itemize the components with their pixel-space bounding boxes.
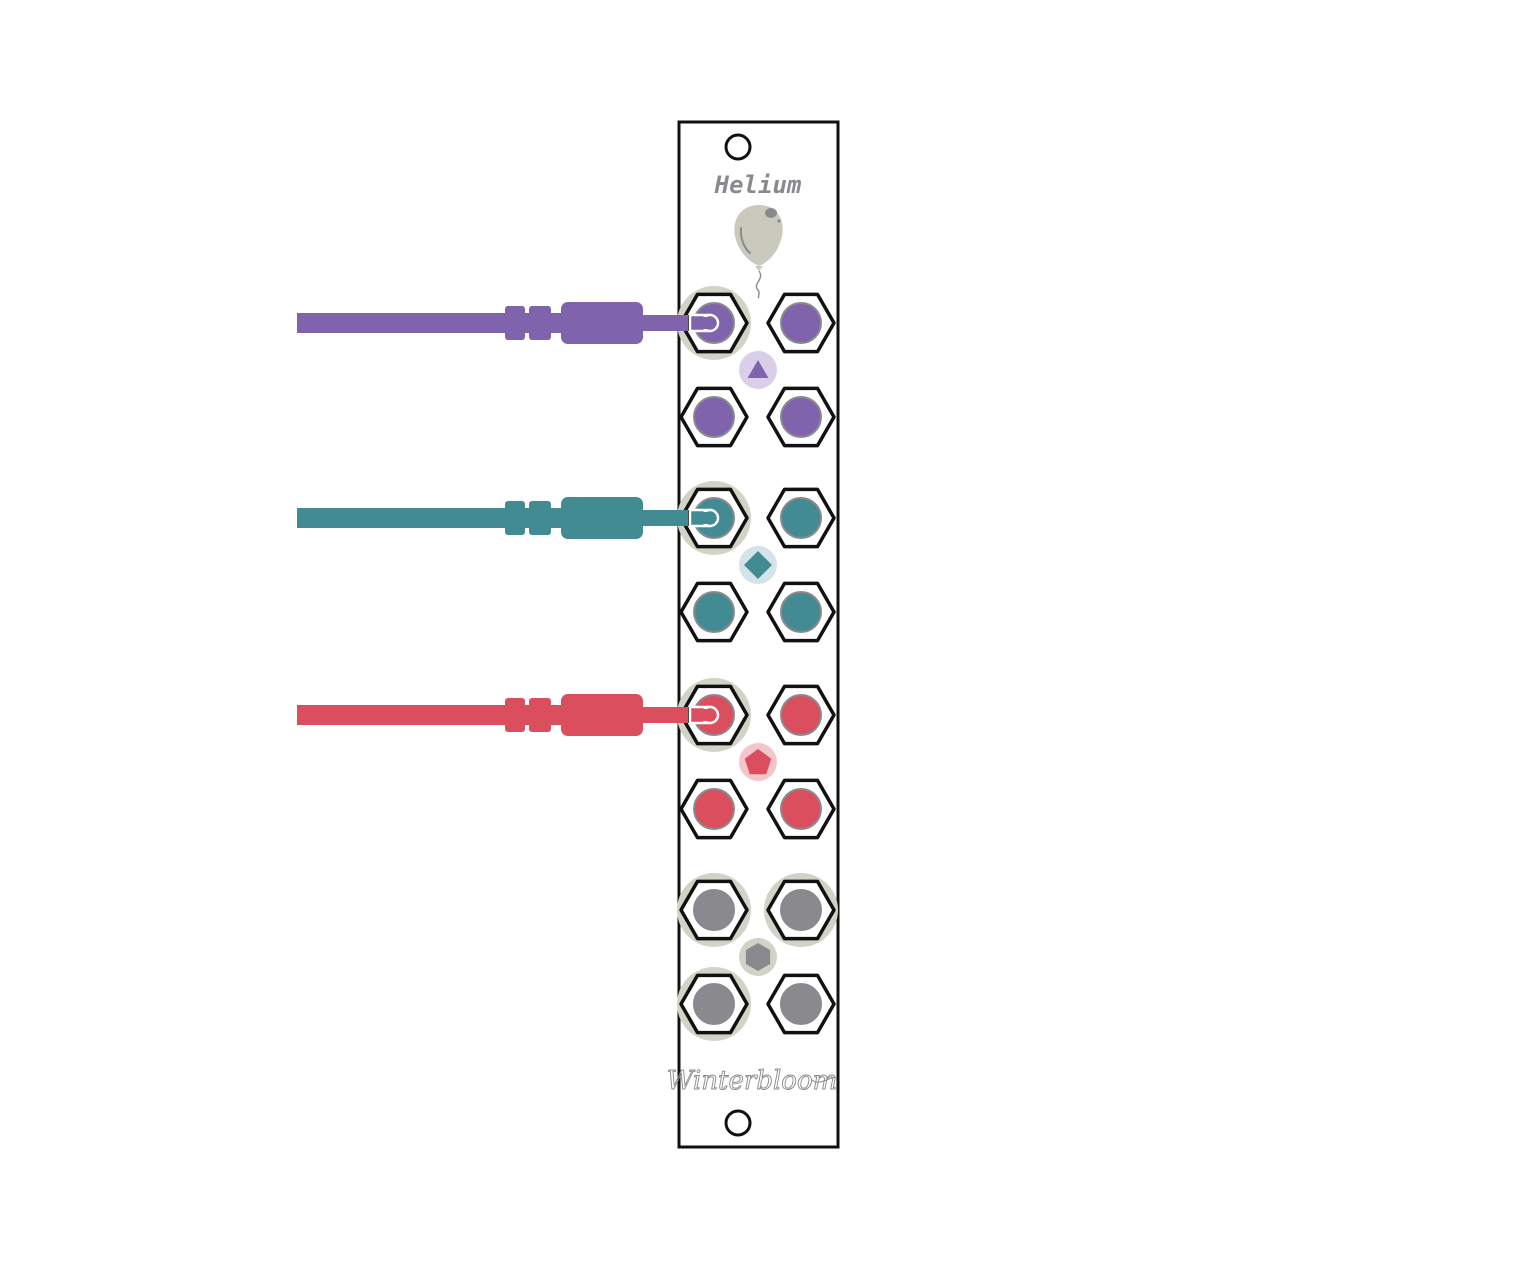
jack-socket <box>780 396 822 438</box>
patch-cable-purple[interactable] <box>297 302 720 344</box>
jack-socket <box>780 889 822 931</box>
jack-purple-4[interactable] <box>766 386 836 448</box>
jack-socket <box>693 591 735 633</box>
jack-teal-4[interactable] <box>766 581 836 643</box>
mounting-hole-top <box>724 133 752 161</box>
jack-gray-1[interactable] <box>677 873 751 947</box>
pentagon-icon <box>739 743 777 781</box>
jack-gray-2[interactable] <box>764 873 838 947</box>
jack-socket <box>780 694 822 736</box>
patch-cable-teal[interactable] <box>297 497 720 539</box>
jack-purple-2[interactable] <box>766 292 836 354</box>
cable-layer <box>297 302 720 736</box>
diamond-icon <box>739 546 777 584</box>
jack-teal-3[interactable] <box>679 581 749 643</box>
module-title: Helium <box>714 171 802 199</box>
brand-swash <box>811 1076 837 1083</box>
hexagon-icon <box>739 938 777 976</box>
jack-teal-2[interactable] <box>766 487 836 549</box>
balloon-icon <box>734 205 783 299</box>
patch-cable-red[interactable] <box>297 694 720 736</box>
jack-socket <box>693 788 735 830</box>
jack-gray-4[interactable] <box>766 973 836 1035</box>
jack-red-4[interactable] <box>766 778 836 840</box>
jack-socket <box>780 983 822 1025</box>
jack-socket <box>693 983 735 1025</box>
jack-socket <box>780 497 822 539</box>
brand-signature: Winterbloom <box>667 1066 838 1096</box>
jack-socket <box>780 302 822 344</box>
triangle-icon <box>739 351 777 389</box>
jack-gray-3[interactable] <box>677 967 751 1041</box>
jack-socket <box>780 591 822 633</box>
jack-red-3[interactable] <box>679 778 749 840</box>
jack-socket <box>693 889 735 931</box>
jack-socket <box>780 788 822 830</box>
jack-socket <box>693 396 735 438</box>
mounting-hole-bottom <box>724 1109 752 1137</box>
jack-purple-3[interactable] <box>679 386 749 448</box>
jack-red-2[interactable] <box>766 684 836 746</box>
